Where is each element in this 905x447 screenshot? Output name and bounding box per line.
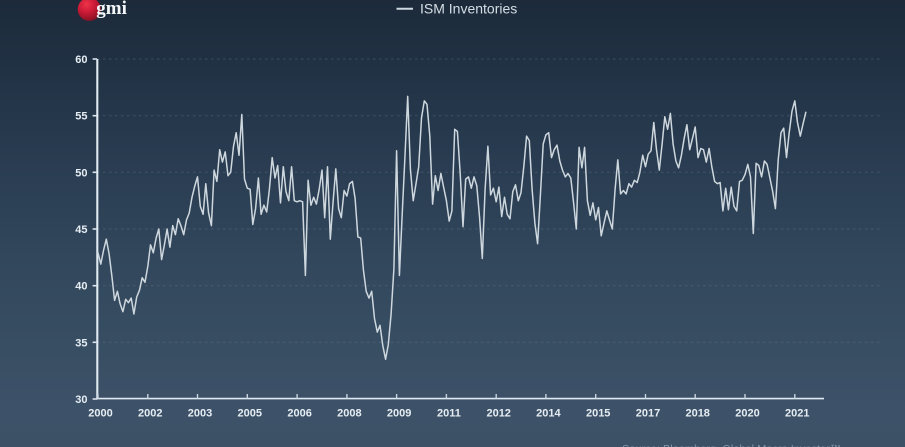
- svg-text:gmi: gmi: [96, 0, 127, 19]
- svg-text:45: 45: [75, 224, 87, 236]
- svg-text:2015: 2015: [586, 408, 610, 420]
- svg-text:2012: 2012: [486, 408, 510, 420]
- svg-text:2021: 2021: [785, 408, 809, 420]
- svg-text:2003: 2003: [188, 408, 212, 420]
- svg-text:2018: 2018: [685, 408, 709, 420]
- svg-text:30: 30: [75, 394, 87, 406]
- svg-text:55: 55: [75, 111, 87, 123]
- svg-text:40: 40: [75, 281, 87, 293]
- svg-text:50: 50: [75, 167, 87, 179]
- svg-text:2002: 2002: [138, 408, 162, 420]
- svg-text:2011: 2011: [437, 408, 461, 420]
- svg-text:ISM Inventories: ISM Inventories: [420, 1, 517, 17]
- svg-text:2005: 2005: [238, 408, 262, 420]
- svg-text:35: 35: [75, 337, 87, 349]
- svg-text:2008: 2008: [337, 408, 361, 420]
- svg-text:2020: 2020: [735, 408, 759, 420]
- svg-text:2014: 2014: [536, 408, 561, 420]
- svg-text:Source: Bloomberg, Global Macr: Source: Bloomberg, Global Macro Investor…: [622, 444, 841, 447]
- svg-text:2009: 2009: [387, 408, 411, 420]
- svg-text:2000: 2000: [88, 408, 112, 420]
- svg-text:2006: 2006: [287, 408, 311, 420]
- svg-text:2017: 2017: [636, 408, 660, 420]
- svg-text:60: 60: [75, 54, 87, 66]
